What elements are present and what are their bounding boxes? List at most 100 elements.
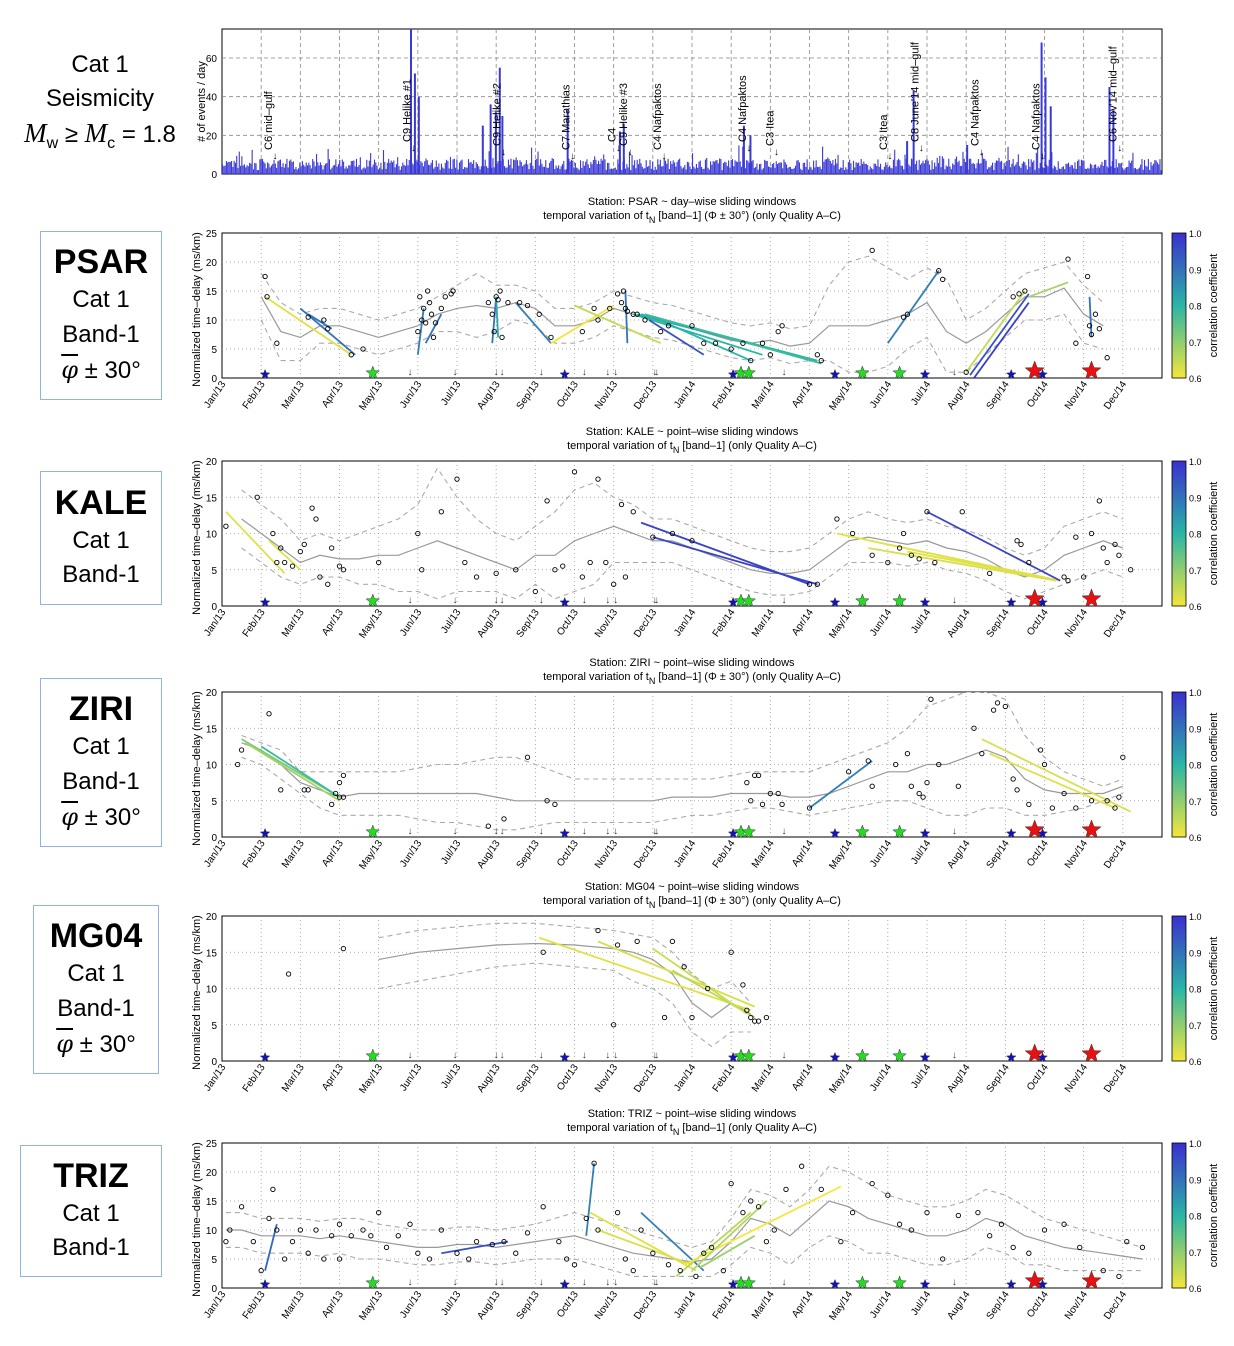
histogram-bar bbox=[941, 156, 943, 174]
histogram-bar bbox=[985, 160, 987, 174]
event-star bbox=[1024, 1043, 1045, 1061]
data-point bbox=[571, 469, 578, 475]
histogram-bar bbox=[634, 160, 636, 174]
histogram-bar bbox=[722, 163, 725, 174]
data-point bbox=[1041, 1227, 1048, 1233]
histogram-bar bbox=[802, 162, 804, 174]
histogram-bar bbox=[346, 168, 349, 174]
histogram-bar bbox=[407, 165, 409, 174]
event-arrow: ↓ bbox=[500, 826, 505, 837]
panel-xtick-label: Aug/14 bbox=[945, 607, 972, 640]
panel-title-line2: temporal variation of tN [band–1] (Φ ± 3… bbox=[543, 671, 841, 686]
histogram-bar bbox=[426, 160, 428, 174]
title-subscript: N bbox=[649, 215, 656, 225]
panel-xtick-label: Jun/13 bbox=[398, 607, 424, 638]
histogram-bar bbox=[1107, 167, 1110, 174]
phi-symbol: φ bbox=[61, 355, 78, 384]
histogram-bar bbox=[1127, 166, 1129, 174]
panel-ytick-label: 10 bbox=[206, 985, 218, 996]
data-point bbox=[838, 1238, 844, 1245]
histogram-bar bbox=[1077, 160, 1079, 174]
histogram-bar bbox=[855, 162, 857, 174]
histogram-bar bbox=[928, 164, 931, 174]
histogram-bar bbox=[561, 164, 564, 174]
histogram-bar bbox=[400, 166, 403, 174]
data-point bbox=[806, 805, 813, 811]
histogram-bar bbox=[246, 165, 248, 174]
histogram-bar bbox=[733, 166, 735, 174]
histogram-bar bbox=[300, 166, 302, 174]
lower-bound-line bbox=[241, 547, 1123, 600]
histogram-bar bbox=[778, 162, 780, 174]
histogram-bar bbox=[931, 160, 933, 174]
histogram-bar bbox=[945, 165, 947, 174]
histogram-bar bbox=[313, 161, 315, 174]
data-point bbox=[430, 334, 437, 341]
histogram-bar bbox=[449, 156, 452, 174]
event-star bbox=[259, 1051, 271, 1061]
data-point bbox=[424, 288, 431, 294]
panel-xtick-label: Aug/14 bbox=[945, 1289, 972, 1322]
histogram-bar bbox=[470, 162, 472, 174]
histogram-bar bbox=[349, 165, 351, 174]
panel-xtick-label: Jun/13 bbox=[398, 1289, 424, 1320]
histogram-bar bbox=[301, 160, 303, 174]
histogram-bar bbox=[632, 165, 634, 174]
panel-xtick-label: Apr/14 bbox=[790, 1289, 816, 1320]
event-star bbox=[365, 824, 381, 837]
histogram-bar bbox=[558, 165, 560, 174]
histogram-bar bbox=[224, 165, 226, 174]
data-point bbox=[896, 1221, 903, 1227]
histogram-bar bbox=[639, 158, 641, 174]
histogram-bar bbox=[751, 161, 753, 174]
data-point bbox=[1026, 801, 1032, 808]
data-point bbox=[258, 1267, 264, 1274]
event-arrow: ↓ bbox=[952, 826, 957, 837]
histogram-bar bbox=[569, 161, 571, 174]
data-point bbox=[1092, 311, 1099, 317]
colorbar bbox=[1171, 691, 1187, 838]
histogram-bar bbox=[958, 160, 960, 174]
histogram-bar bbox=[281, 166, 283, 174]
colorbar-tick-label: 1.0 bbox=[1189, 1139, 1202, 1149]
data-point bbox=[814, 352, 820, 358]
histogram-bar bbox=[914, 164, 916, 174]
station-panel-4: Station: MG04 ~ point–wise sliding windo… bbox=[191, 881, 1220, 1096]
histogram-bar bbox=[438, 163, 440, 174]
histogram-bar bbox=[268, 163, 270, 174]
histogram-bar bbox=[1123, 169, 1125, 174]
histogram-bar bbox=[536, 158, 538, 174]
histogram-bar bbox=[1115, 159, 1117, 174]
histogram-bar bbox=[715, 160, 717, 174]
histogram-bar bbox=[1035, 152, 1037, 174]
histogram-bar bbox=[872, 169, 874, 174]
histogram-bar bbox=[390, 160, 392, 174]
histogram-bar bbox=[1002, 169, 1004, 174]
histogram-bar bbox=[319, 162, 321, 174]
histogram-bars bbox=[222, 29, 1162, 175]
data-point bbox=[376, 1209, 382, 1216]
data-point bbox=[493, 570, 499, 577]
histogram-bar bbox=[354, 166, 356, 174]
colorbar-tick-label: 0.6 bbox=[1189, 1057, 1202, 1067]
panel-ytick-label: 15 bbox=[206, 948, 218, 959]
histogram-bar bbox=[223, 166, 225, 174]
histogram-bar bbox=[309, 165, 311, 174]
data-point bbox=[932, 559, 938, 566]
event-star bbox=[1005, 368, 1017, 378]
regression-segment bbox=[644, 313, 822, 365]
histogram-bar bbox=[1114, 167, 1116, 174]
phi-symbol: φ bbox=[56, 1029, 73, 1058]
histogram-bar bbox=[880, 163, 882, 174]
panel-xtick-label: Jan/13 bbox=[202, 838, 228, 869]
station-panel-3: Station: ZIRI ~ point–wise sliding windo… bbox=[191, 657, 1220, 872]
panel-title-line1: Station: MG04 ~ point–wise sliding windo… bbox=[585, 881, 800, 893]
data-point bbox=[630, 1267, 636, 1274]
data-point bbox=[701, 1250, 707, 1256]
histogram-bar bbox=[1100, 164, 1102, 174]
data-point bbox=[928, 696, 934, 702]
histogram-bar bbox=[670, 161, 672, 174]
data-point bbox=[1116, 1273, 1122, 1280]
data-point bbox=[556, 1238, 562, 1245]
